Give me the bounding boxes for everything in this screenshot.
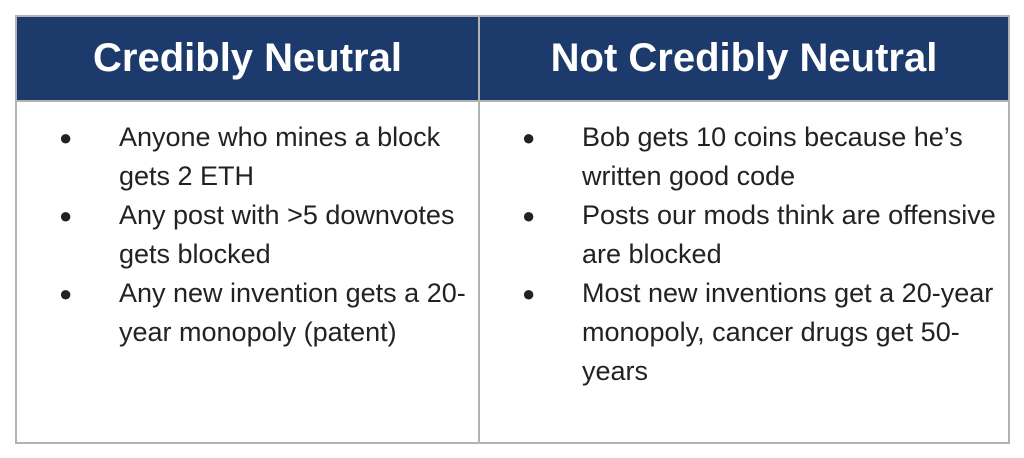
comparison-table: Credibly Neutral Not Credibly Neutral ● … bbox=[15, 15, 1010, 444]
column-credibly-neutral: ● Anyone who mines a block gets 2 ETH ● … bbox=[17, 102, 480, 442]
list-item-text: Any post with >5 downvotes gets blocked bbox=[119, 200, 455, 269]
bullet-icon: ● bbox=[522, 203, 536, 228]
list-item: ● Anyone who mines a block gets 2 ETH bbox=[59, 118, 478, 196]
bullet-icon: ● bbox=[59, 203, 73, 228]
header-credibly-neutral: Credibly Neutral bbox=[17, 17, 480, 102]
list-item-text: Anyone who mines a block gets 2 ETH bbox=[119, 122, 441, 191]
list-item-text: Bob gets 10 coins because he’s written g… bbox=[582, 122, 963, 191]
bullet-icon: ● bbox=[522, 125, 536, 150]
bullet-icon: ● bbox=[59, 125, 73, 150]
header-not-credibly-neutral: Not Credibly Neutral bbox=[480, 17, 1008, 102]
list-item-text: Posts our mods think are offensive are b… bbox=[582, 200, 996, 269]
list-item: ● Posts our mods think are offensive are… bbox=[522, 196, 1008, 274]
bullet-list-credibly-neutral: ● Anyone who mines a block gets 2 ETH ● … bbox=[59, 118, 478, 352]
bullet-list-not-credibly-neutral: ● Bob gets 10 coins because he’s written… bbox=[522, 118, 1008, 391]
bullet-icon: ● bbox=[522, 281, 536, 306]
list-item: ● Any post with >5 downvotes gets blocke… bbox=[59, 196, 478, 274]
list-item: ● Bob gets 10 coins because he’s written… bbox=[522, 118, 1008, 196]
list-item-text: Most new inventions get a 20-year monopo… bbox=[582, 278, 994, 386]
list-item-text: Any new invention gets a 20-year monopol… bbox=[119, 278, 466, 347]
bullet-icon: ● bbox=[59, 281, 73, 306]
list-item: ● Any new invention gets a 20-year monop… bbox=[59, 274, 478, 352]
list-item: ● Most new inventions get a 20-year mono… bbox=[522, 274, 1008, 391]
column-not-credibly-neutral: ● Bob gets 10 coins because he’s written… bbox=[480, 102, 1008, 442]
